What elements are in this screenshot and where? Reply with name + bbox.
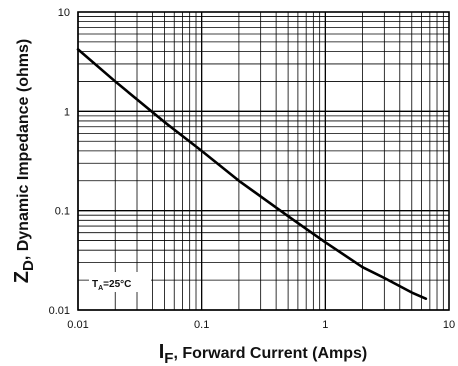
impedance-curve — [76, 48, 428, 300]
annotation-text: TA=25°C — [92, 279, 131, 292]
x-tick-label: 0.1 — [194, 319, 209, 331]
plot-frame — [77, 11, 450, 311]
tick-labels: 0.01 0.1 1 10 0.01 0.1 1 10 — [49, 7, 456, 331]
y-tick-label: 0.01 — [49, 305, 70, 317]
annotation-background — [89, 272, 151, 292]
x-axis-title: IF, Forward Current (Amps) — [159, 341, 368, 366]
x-tick-label: 10 — [443, 319, 455, 331]
y-tick-label: 1 — [64, 106, 70, 118]
y-axis-title: ZD, Dynamic Impedance (ohms) — [11, 39, 37, 283]
y-tick-label: 0.1 — [55, 206, 70, 218]
x-tick-label: 1 — [322, 319, 328, 331]
y-tick-label: 10 — [58, 7, 70, 19]
x-tick-label: 0.01 — [67, 319, 88, 331]
temperature-annotation: TA=25°C — [89, 272, 151, 292]
grid-lines — [77, 12, 449, 311]
